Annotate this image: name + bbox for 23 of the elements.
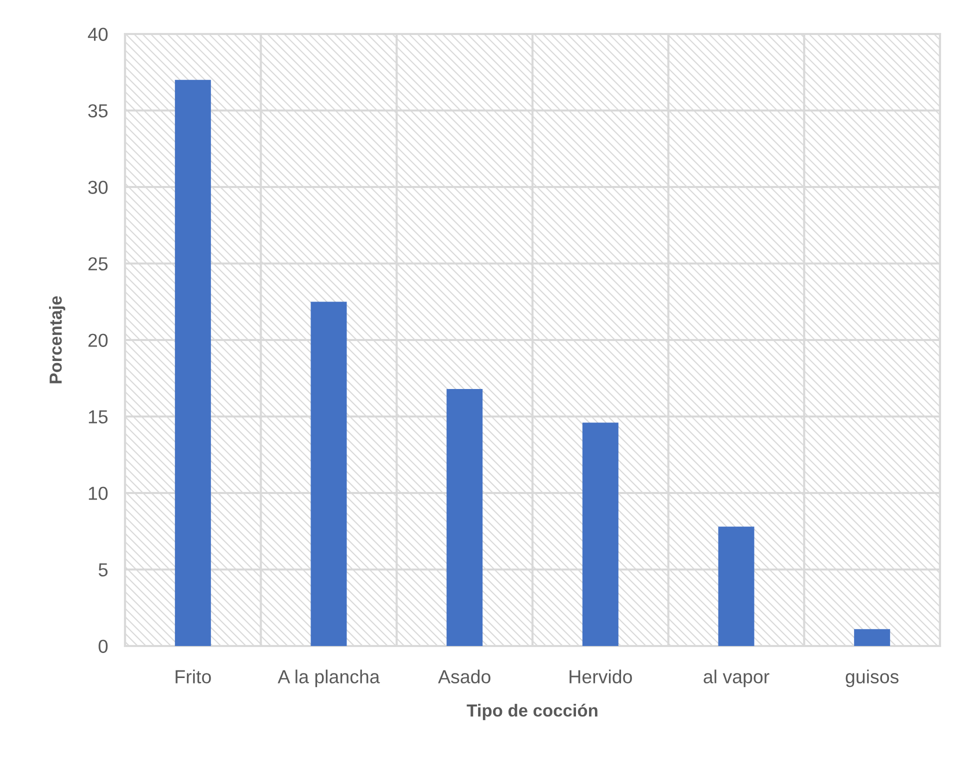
- x-tick-label: guisos: [846, 670, 899, 688]
- y-tick-label: 10: [88, 486, 108, 500]
- x-axis-title: Tipo de cocción: [466, 704, 598, 720]
- y-tick-label: 0: [98, 640, 108, 653]
- y-tick-label: 20: [88, 334, 108, 347]
- x-tick-label: Asado: [438, 670, 490, 684]
- bar: [854, 629, 890, 646]
- y-axis-title: Porcentaje: [49, 296, 66, 384]
- x-tick-label: al vapor: [704, 670, 770, 688]
- y-tick-label: 15: [88, 410, 108, 424]
- bar: [310, 302, 347, 646]
- bar: [446, 388, 483, 646]
- y-tick-label: 30: [88, 180, 108, 194]
- x-tick-label: Frito: [176, 670, 211, 684]
- bar: [718, 526, 754, 646]
- x-tick-label: A la plancha: [278, 670, 380, 688]
- y-tick-label: 5: [98, 563, 108, 576]
- bar: [174, 80, 211, 646]
- y-tick-label: 35: [88, 104, 108, 118]
- y-tick-label: 40: [88, 28, 108, 41]
- x-tick-label: Hervido: [570, 670, 632, 684]
- bar: [582, 422, 618, 646]
- y-tick-label: 25: [88, 257, 108, 270]
